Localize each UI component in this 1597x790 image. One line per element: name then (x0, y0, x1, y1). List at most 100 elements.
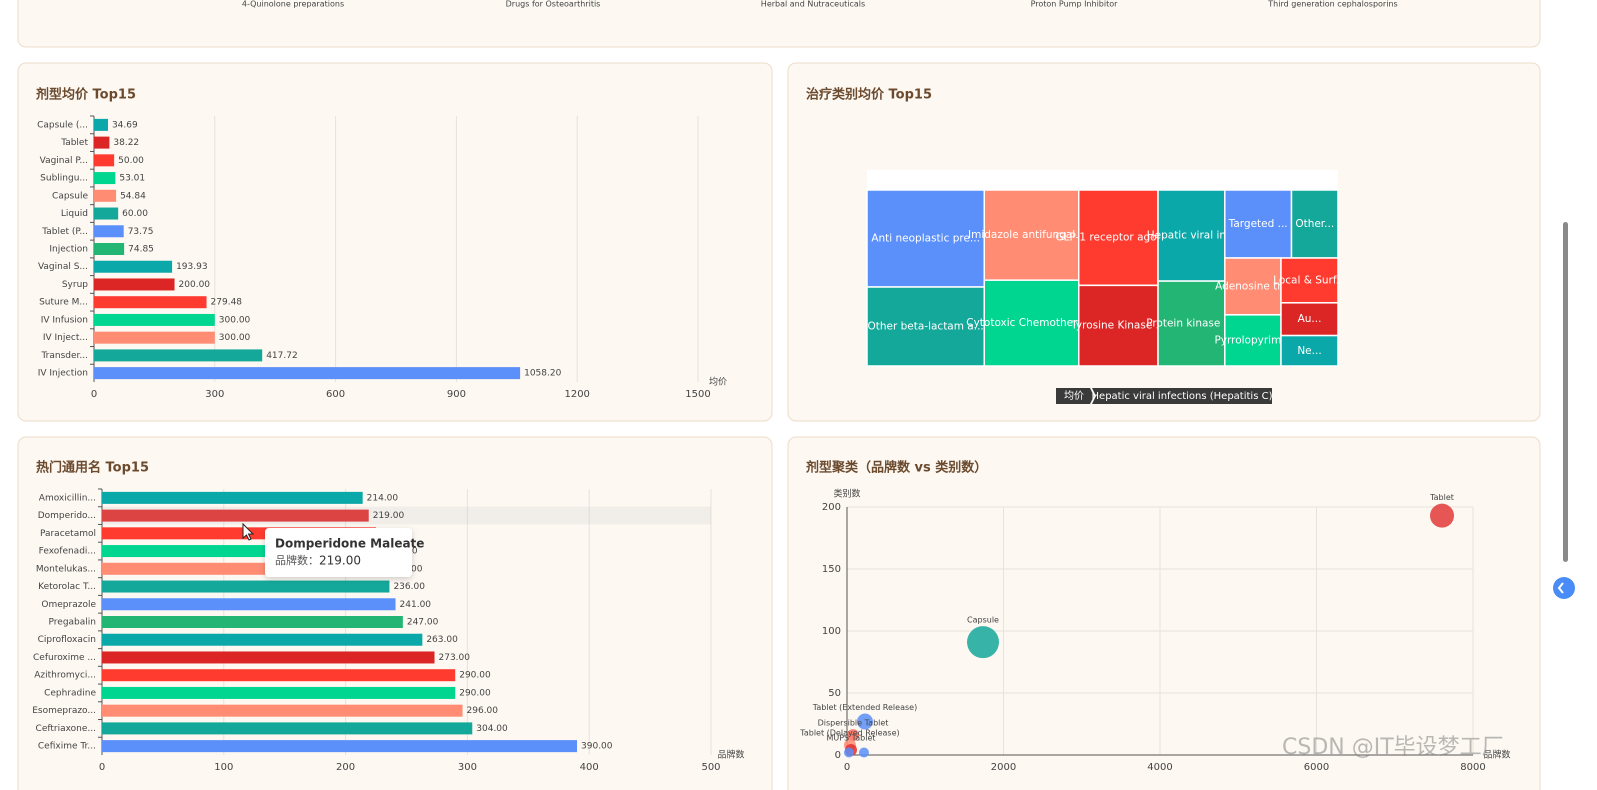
breadcrumb (1056, 388, 1094, 404)
y-tick-label: Montelukas... (36, 564, 96, 574)
data-label: 304.00 (476, 724, 508, 734)
y-tick-label: Cefuroxime ... (33, 653, 96, 663)
node-label: Local & Surf... (1273, 274, 1346, 286)
chart-title: 治疗类别均价 Top15 (806, 87, 932, 103)
y-tick-label: Cefixime Tr... (38, 742, 96, 752)
breadcrumb-label: 均价 (1064, 390, 1084, 402)
treemap-node (1224, 314, 1282, 367)
x-tick-label: 2000 (991, 762, 1016, 773)
bar (102, 580, 390, 593)
treemap-node (1224, 257, 1282, 316)
point-label: MUPS Tablet (826, 734, 875, 743)
bar (102, 704, 463, 717)
treemap-node (1290, 189, 1339, 259)
y-tick-label: Domperido... (38, 511, 96, 521)
treemap-node (1157, 280, 1226, 367)
data-label: 34.69 (112, 120, 138, 130)
point-label: Tablet (Delayed Release) (799, 729, 899, 738)
point-label: Tablet (Extended Release) (812, 703, 917, 712)
scrollbar[interactable] (1563, 222, 1568, 562)
x-tick-label: 300 (458, 762, 477, 773)
bar (102, 633, 423, 646)
x-tick-label: 900 (447, 389, 466, 400)
y-tick-label: IV Infusion (41, 315, 88, 325)
treemap-node (1157, 189, 1226, 282)
charts: 4-Quinolone preparations Drugs for Osteoa… (32, 0, 1510, 773)
y-tick-label: Tablet (60, 138, 88, 148)
breadcrumb (1092, 388, 1272, 404)
bar (94, 367, 521, 380)
y-tick-label: Esomeprazo... (32, 706, 96, 716)
treemap-node (1280, 334, 1339, 367)
bar (102, 686, 456, 699)
y-tick-label: Fexofenadi... (39, 547, 96, 557)
axis-label: Third generation cephalosporins (1267, 0, 1397, 9)
treemap-node (983, 279, 1080, 367)
y-tick-label: 200 (822, 502, 841, 513)
y-tick-label: 100 (822, 626, 841, 637)
axis-title: 品牌数 (717, 749, 744, 761)
y-tick-label: Ketorolac T... (38, 582, 96, 592)
x-tick-label: 6000 (1304, 762, 1329, 773)
node-label: Targeted ... (1228, 218, 1288, 230)
y-tick-label: Sublingu... (40, 174, 88, 184)
axis-label: Drugs for Osteoarthritis (506, 0, 601, 9)
x-tick-label: 0 (844, 762, 850, 773)
data-label: 54.84 (120, 191, 146, 201)
data-label: 50.00 (118, 156, 144, 166)
top-card (17, 0, 1541, 48)
axis-title: 类别数 (833, 488, 860, 500)
tooltip-value: 219.00 (319, 554, 361, 568)
point-label: Dispersible Tablet (818, 719, 889, 728)
y-tick-label: Liquid (61, 209, 88, 219)
node-label: Hepatic viral in... (1147, 230, 1236, 242)
breadcrumb-label: Hepatic viral infections (Hepatitis C) (1092, 391, 1273, 402)
chart-title: 剂型均价 Top15 (35, 87, 136, 103)
y-tick-label: 50 (828, 688, 841, 699)
card (17, 436, 773, 790)
tooltip (265, 528, 412, 577)
card (17, 62, 773, 422)
chart-title: 热门通用名 Top15 (36, 460, 149, 476)
x-tick-label: 0 (99, 762, 105, 773)
bar (94, 331, 215, 344)
bar (94, 243, 125, 255)
node-label: Other... (1295, 218, 1334, 230)
bar (94, 278, 175, 291)
y-tick-label: Azithromyci... (34, 671, 96, 681)
x-tick-label: 100 (214, 762, 233, 773)
y-tick-label: Vaginal P... (40, 156, 88, 166)
y-tick-label: Paracetamol (40, 529, 96, 539)
x-tick-label: 500 (701, 762, 720, 773)
data-label: 236.00 (393, 582, 425, 592)
y-tick-label: 150 (822, 564, 841, 575)
y-tick-label: Capsule (... (37, 120, 88, 130)
chart-title: 剂型聚类（品牌数 vs 类别数） (805, 460, 987, 476)
node-label: GLP-1 receptor agonists (1056, 232, 1182, 244)
data-label: 390.00 (581, 742, 613, 752)
y-tick-label: Amoxicillin... (39, 493, 96, 503)
bar (94, 154, 115, 167)
bar (94, 225, 124, 238)
bar (94, 118, 108, 131)
bar (94, 313, 215, 326)
x-tick-label: 1200 (564, 389, 589, 400)
x-tick-label: 300 (205, 389, 224, 400)
bar (94, 189, 117, 202)
treemap-node (866, 189, 985, 288)
bar (94, 260, 173, 273)
y-tick-label: Pregabalin (49, 618, 96, 628)
x-tick-label: 0 (91, 389, 97, 400)
bubble (843, 747, 854, 758)
bubble (856, 713, 873, 730)
bar (102, 722, 473, 735)
data-label: 273.00 (439, 653, 471, 663)
collapse-button[interactable] (1553, 577, 1575, 599)
axis-label: 4-Quinolone preparations (242, 0, 344, 9)
data-label: 247.00 (407, 618, 439, 628)
bar (94, 296, 207, 309)
bar (94, 207, 119, 220)
data-label: 193.93 (176, 262, 208, 272)
bar (102, 491, 363, 504)
